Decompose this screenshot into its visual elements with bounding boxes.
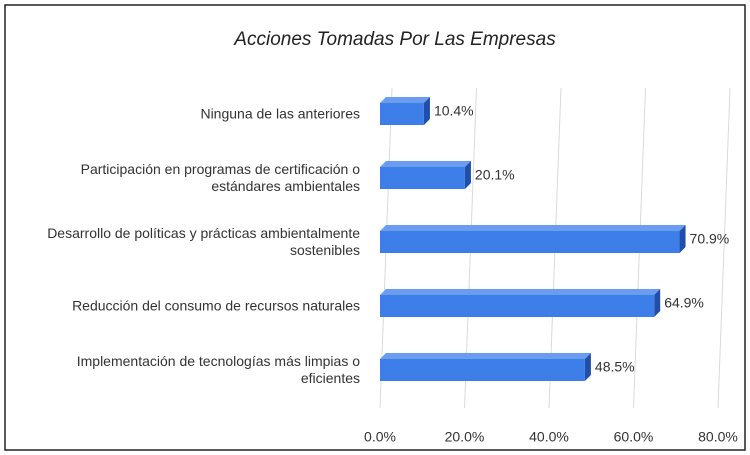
x-tick-label: 20.0%: [445, 429, 485, 445]
y-tick-label: Participación en programas de certificac…: [80, 161, 360, 194]
data-label: 20.1%: [475, 167, 515, 183]
bar: [380, 359, 585, 381]
x-tick-label: 60.0%: [614, 429, 654, 445]
bar-side: [584, 353, 591, 381]
y-tick-label: Implementación de tecnologías más limpia…: [76, 353, 360, 386]
y-tick-label: Ninguna de las anteriores: [200, 105, 360, 122]
bar-side: [423, 97, 430, 125]
x-tick-label: 40.0%: [529, 429, 569, 445]
bar: [380, 231, 680, 253]
bar: [380, 167, 465, 189]
x-tick-label: 80.0%: [698, 429, 738, 445]
chart-title: Acciones Tomadas Por Las Empresas: [233, 29, 556, 50]
bar-top: [380, 97, 430, 103]
data-label: 64.9%: [664, 295, 704, 311]
x-tick-label: 0.0%: [364, 429, 396, 445]
bar: [380, 103, 424, 125]
bar-side: [679, 225, 686, 253]
data-label: 48.5%: [595, 359, 635, 375]
bar-side: [654, 289, 661, 317]
y-tick-label: Reducción del consumo de recursos natura…: [72, 297, 360, 314]
data-label: 70.9%: [690, 231, 730, 247]
y-tick-label: Desarrollo de políticas y prácticas ambi…: [47, 225, 360, 258]
bar: [380, 295, 655, 317]
bar-top: [380, 289, 661, 295]
bar-top: [380, 161, 471, 167]
grid-line: [717, 87, 731, 409]
bar-top: [380, 225, 686, 231]
bar-top: [380, 353, 591, 359]
data-label: 10.4%: [434, 103, 474, 119]
bar-side: [464, 161, 471, 189]
